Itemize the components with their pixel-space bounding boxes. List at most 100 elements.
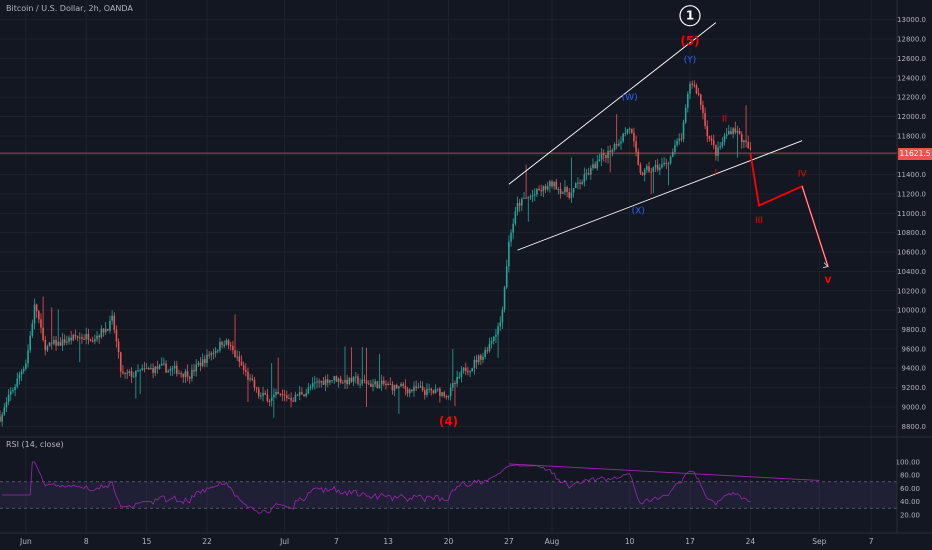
wave-label-roman-I: I — [715, 169, 718, 179]
wave-label-wave-5: (5) — [680, 34, 699, 48]
candle-body — [533, 194, 536, 196]
candle-body — [132, 376, 135, 378]
candle-body — [460, 370, 463, 377]
candle-body — [689, 83, 691, 94]
candle-body — [521, 198, 523, 206]
candle-body — [615, 144, 618, 146]
candle-body — [329, 380, 331, 383]
candle-body — [419, 386, 422, 388]
candle-body — [96, 335, 98, 340]
candle-body — [20, 371, 23, 375]
candle-body — [723, 135, 726, 143]
candle-body — [191, 369, 193, 379]
candle-body — [76, 336, 79, 338]
candle-body — [38, 311, 40, 320]
candle-body — [574, 183, 577, 189]
wave-label-roman-III: III — [755, 216, 763, 226]
time-tick-label: 17 — [685, 537, 695, 546]
candle-body — [367, 383, 370, 385]
candle-body — [143, 368, 146, 370]
candle-body — [475, 359, 478, 363]
candle-body — [195, 364, 198, 372]
time-tick-label: 20 — [444, 537, 454, 546]
candle-body — [404, 385, 407, 389]
candle-body — [199, 362, 202, 366]
candle-body — [611, 149, 614, 152]
candle-body — [568, 192, 571, 198]
candle-body — [14, 386, 16, 390]
candle-body — [516, 203, 519, 212]
candle-body — [428, 388, 430, 390]
candle-body — [643, 169, 646, 175]
candle-body — [257, 388, 260, 397]
candle-body — [523, 197, 525, 199]
candle-body — [421, 386, 424, 391]
current-price-tag: 11621.5 — [898, 148, 932, 160]
candle-body — [393, 384, 396, 391]
candle-body — [141, 368, 144, 370]
candle-body — [208, 354, 210, 356]
candle-body — [27, 350, 29, 364]
candle-body — [622, 133, 624, 142]
candle-body — [109, 320, 111, 331]
candle-body — [370, 383, 372, 387]
time-tick-label: 27 — [504, 537, 514, 546]
candle-body — [273, 394, 275, 398]
candle-body — [225, 340, 228, 345]
candle-body — [592, 164, 594, 169]
candle-body — [525, 197, 527, 199]
candle-body — [35, 304, 38, 312]
projection-arrow-shaft — [801, 186, 829, 267]
candle-body — [490, 341, 493, 344]
candle-body — [676, 140, 678, 146]
candle-body — [119, 352, 122, 372]
rsi-band — [0, 481, 897, 509]
candle-body — [542, 186, 545, 192]
candle-body — [436, 388, 439, 390]
candle-body — [600, 153, 603, 160]
candle-body — [620, 141, 622, 144]
candle-body — [42, 327, 44, 340]
candle-body — [296, 394, 299, 396]
candle-body — [350, 377, 353, 382]
candle-body — [661, 164, 663, 168]
candle-body — [715, 145, 717, 156]
candle-body — [561, 192, 564, 194]
candle-body — [596, 160, 599, 169]
candle-body — [255, 387, 258, 389]
candle-body — [663, 162, 665, 165]
candle-body — [486, 350, 489, 352]
candle-body — [671, 152, 674, 157]
candle-body — [730, 130, 732, 135]
price-tick-label: 12800.0 — [897, 36, 926, 44]
candle-body — [503, 287, 506, 310]
candle-body — [165, 363, 167, 373]
candle-body — [598, 159, 601, 161]
candle-body — [275, 391, 277, 395]
candle-body — [298, 392, 301, 396]
projection-path — [749, 153, 829, 267]
candle-body — [251, 378, 254, 380]
candle-body — [266, 394, 269, 401]
candle-body — [585, 173, 588, 175]
candle-body — [311, 383, 314, 388]
candle-body — [150, 367, 152, 369]
candle-body — [210, 352, 213, 356]
candle-body — [443, 392, 445, 397]
candle-body — [81, 337, 83, 339]
candle-body — [652, 167, 655, 172]
candle-body — [326, 379, 329, 383]
time-tick-label: Aug — [545, 537, 560, 546]
candle-body — [583, 174, 586, 183]
candle-body — [667, 163, 670, 165]
price-tick-label: 9000.0 — [902, 403, 927, 411]
candle-body — [426, 388, 428, 395]
rsi-panel — [0, 461, 897, 514]
candle-body — [221, 341, 223, 346]
channel-lower-line — [517, 140, 803, 251]
candle-body — [432, 390, 435, 394]
candle-body — [687, 93, 689, 108]
